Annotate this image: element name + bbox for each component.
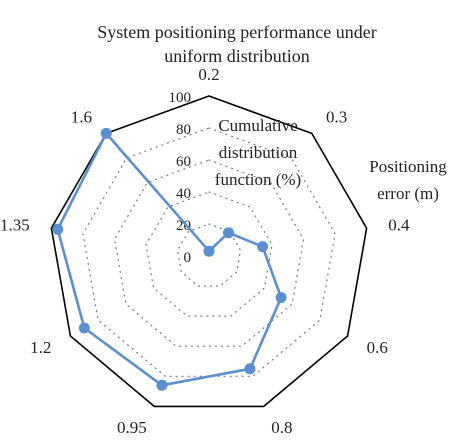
tick-label-0: 0 <box>184 250 192 266</box>
chart-title-line-1: System positioning performance under <box>97 22 376 42</box>
radial-axis-label-line-3: function (%) <box>215 170 301 189</box>
outer-outline <box>50 95 368 408</box>
axis-label-line-2: error (m) <box>377 184 439 203</box>
tick-label-60: 60 <box>176 154 191 170</box>
tick-label-20: 20 <box>176 218 191 234</box>
axis-label-line-1: Positioning <box>369 157 447 176</box>
data-point-1.35 <box>52 223 64 235</box>
data-point-0.6 <box>275 292 287 304</box>
category-labels: 0.2 0.3 0.4 0.6 0.8 0.95 1.2 1.35 1.6 <box>0 65 410 437</box>
radar-outline <box>50 95 368 408</box>
grid-ring-40 <box>145 191 273 317</box>
category-label-1.35: 1.35 <box>0 215 30 234</box>
category-label-1.6: 1.6 <box>71 108 92 127</box>
tick-label-40: 40 <box>176 186 191 202</box>
category-label-0.3: 0.3 <box>326 108 347 127</box>
radial-tick-labels: 0 20 40 60 80 100 <box>169 90 192 266</box>
data-point-1.6 <box>100 127 112 139</box>
tick-label-100: 100 <box>169 90 192 106</box>
data-point-0.95 <box>156 379 168 391</box>
data-point-0.3 <box>223 227 234 239</box>
data-point-0.4 <box>257 241 269 253</box>
category-label-0.6: 0.6 <box>367 338 388 357</box>
category-label-0.2: 0.2 <box>198 65 219 84</box>
series-line <box>56 132 283 387</box>
data-point-1.2 <box>78 322 90 334</box>
category-label-1.2: 1.2 <box>30 338 51 357</box>
data-point-0.2 <box>203 245 215 257</box>
radar-grid <box>82 127 336 377</box>
category-label-0.95: 0.95 <box>117 418 147 437</box>
category-label-0.8: 0.8 <box>271 418 292 437</box>
radial-axis-label-line-2: distribution <box>219 143 298 162</box>
chart-title-line-2: uniform distribution <box>164 46 310 66</box>
category-label-0.4: 0.4 <box>388 215 410 234</box>
data-point-0.8 <box>244 363 256 375</box>
radial-axis-label-line-1: Cumulative <box>218 116 297 135</box>
tick-label-80: 80 <box>176 122 191 138</box>
data-series <box>52 127 287 391</box>
grid-ring-60 <box>113 159 305 347</box>
